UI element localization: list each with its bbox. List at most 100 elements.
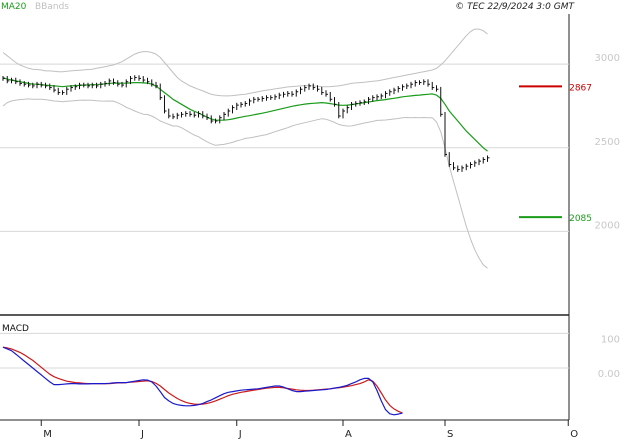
price-bar (363, 99, 367, 105)
price-bar (402, 84, 405, 91)
price-bar (202, 111, 205, 119)
price-bar (185, 111, 188, 117)
price-bar (53, 85, 56, 93)
price-bar (134, 75, 137, 81)
price-bar (206, 113, 209, 121)
copyright-text: © TEC 22/9/2024 3:0 GMT (455, 2, 575, 12)
month-tick-label: A (345, 429, 352, 440)
grid-lines (0, 63, 569, 369)
price-bar (223, 111, 226, 121)
price-bar (151, 79, 154, 87)
price-bar (431, 81, 435, 90)
price-bar (355, 101, 358, 107)
price-bar (470, 162, 473, 169)
month-tick-label: J (238, 429, 242, 440)
legend-bbands: BBands (35, 2, 69, 12)
price-bar (45, 82, 48, 89)
bb-upper-line (2, 28, 488, 97)
price-bar (325, 90, 328, 97)
price-bar (465, 163, 469, 171)
price-tick-label: 2000 (595, 220, 620, 231)
price-bar (11, 77, 14, 84)
price-bar (219, 115, 222, 124)
price-bar (440, 86, 443, 117)
price-bar (240, 101, 243, 108)
price-bar (66, 86, 69, 95)
price-bar (304, 85, 307, 92)
support-level-label: 2085 (569, 214, 592, 224)
price-bars (2, 75, 490, 172)
price-bar (49, 83, 52, 90)
price-bar (346, 105, 350, 114)
price-bar (244, 101, 248, 107)
price-bar (181, 111, 184, 118)
price-bar (70, 85, 73, 92)
price-bar (236, 102, 239, 110)
macd-title: MACD (2, 324, 29, 334)
price-bar (380, 93, 384, 100)
macd-lines (2, 346, 403, 416)
price-bar (261, 96, 265, 102)
price-bar (423, 79, 426, 85)
price-bar (385, 91, 388, 99)
price-bar (410, 81, 413, 89)
price-bar (193, 111, 197, 118)
bb-lower-line (2, 98, 488, 269)
price-bar (287, 91, 290, 97)
price-bar (189, 111, 192, 117)
price-bar (198, 111, 201, 118)
price-levels: 2867 2085 (519, 83, 592, 224)
price-bar (419, 80, 422, 85)
price-bar (155, 81, 158, 89)
price-bar (100, 81, 103, 89)
price-bar (91, 82, 95, 89)
price-bar (406, 83, 409, 90)
month-tick-label: M (43, 429, 52, 440)
price-bar (368, 96, 371, 105)
price-bar (312, 83, 316, 90)
price-bar (427, 79, 430, 87)
price-bar (210, 115, 214, 124)
price-bar (57, 87, 61, 95)
month-tick-label: J (140, 429, 144, 440)
price-bar (23, 81, 27, 87)
price-bar (19, 79, 22, 86)
price-tick-label: 2500 (595, 137, 620, 148)
price-bar (372, 95, 375, 102)
price-bar (334, 96, 337, 107)
price-bar (487, 155, 490, 162)
price-bar (113, 78, 116, 85)
price-bar (300, 86, 303, 95)
price-bar (168, 108, 171, 119)
price-bar (270, 95, 273, 100)
price-bar (172, 113, 175, 120)
price-bar (40, 81, 44, 88)
price-bar (117, 80, 120, 87)
price-bar (342, 108, 345, 119)
price-bar (62, 90, 65, 95)
price-bar (308, 83, 311, 90)
macd-tick-label: 100 (601, 334, 620, 345)
price-bar (321, 86, 324, 95)
price-bar (6, 76, 10, 84)
price-bar (283, 91, 286, 98)
price-bar (457, 165, 460, 172)
price-bar (249, 98, 252, 106)
price-bar (164, 95, 167, 114)
price-bar (351, 101, 354, 110)
bollinger-bands (2, 28, 488, 269)
price-bar (232, 105, 235, 114)
price-bar (159, 83, 163, 100)
price-bar (15, 77, 18, 85)
price-bar (215, 118, 218, 124)
price-bar (461, 165, 464, 172)
month-tick-label: O (570, 429, 578, 440)
price-bar (453, 162, 456, 171)
price-bar (147, 77, 150, 85)
price-bar (74, 84, 78, 90)
price-bar (414, 80, 418, 87)
price-bar (478, 158, 481, 166)
month-tick-label: S (447, 429, 453, 440)
price-bar (125, 79, 129, 88)
